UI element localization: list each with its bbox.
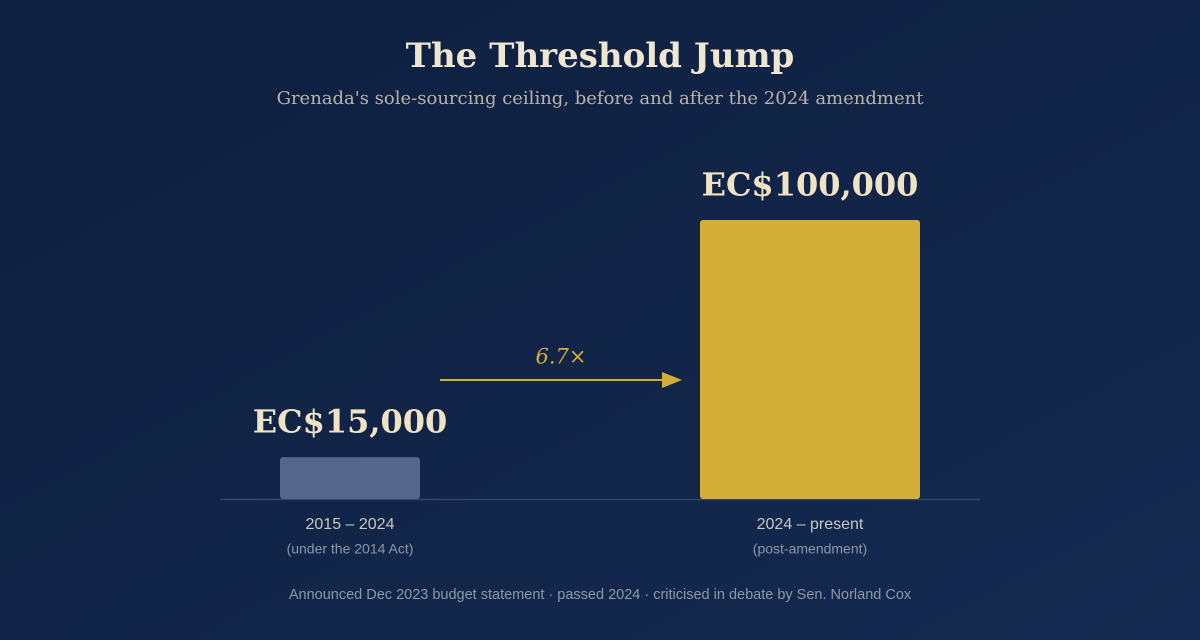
bar xyxy=(700,220,920,499)
x-tick-label: 2015 – 2024 xyxy=(306,516,395,533)
value-label: EC$15,000 xyxy=(253,403,448,441)
bar xyxy=(280,457,420,499)
chart-title: The Threshold Jump xyxy=(406,36,795,76)
chart-subtitle: Grenada's sole-sourcing ceiling, before … xyxy=(277,88,925,109)
value-label: EC$100,000 xyxy=(702,166,919,204)
footnote: Announced Dec 2023 budget statement · pa… xyxy=(289,587,912,603)
arrow-head xyxy=(662,372,682,388)
ratio-annotation: 6.7× xyxy=(536,345,587,369)
x-tick-note: (under the 2014 Act) xyxy=(287,541,414,557)
x-tick-label: 2024 – present xyxy=(757,516,864,533)
x-tick-note: (post-amendment) xyxy=(753,541,867,557)
